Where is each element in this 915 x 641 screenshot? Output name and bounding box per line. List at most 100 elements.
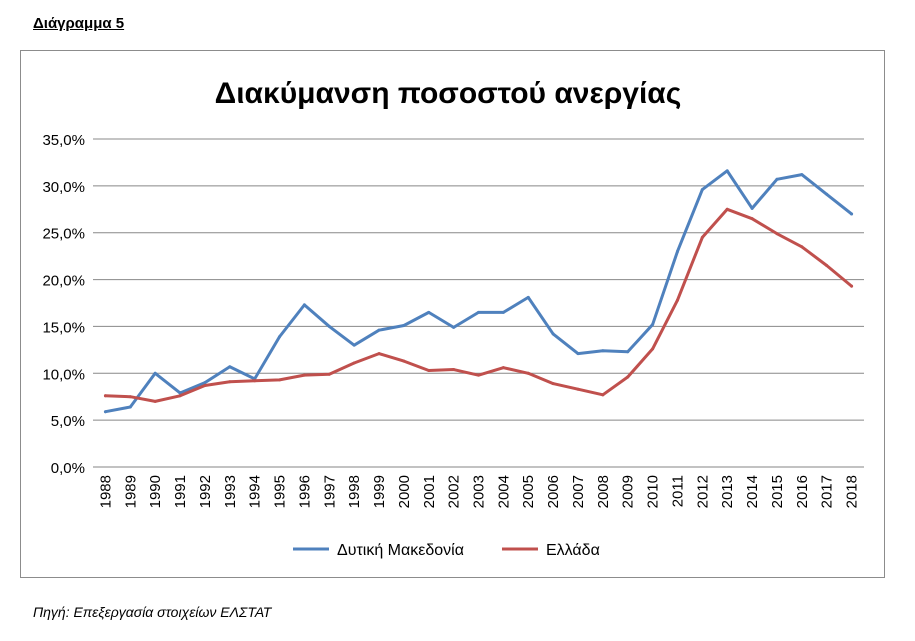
data-point [675, 298, 679, 302]
gridlines [93, 138, 864, 468]
data-point [850, 284, 854, 288]
x-tick-label: 2011 [669, 475, 686, 507]
data-point [253, 379, 257, 383]
data-point [477, 310, 480, 314]
x-tick-label: 1991 [172, 475, 189, 508]
data-point [327, 324, 331, 328]
data-point [850, 212, 854, 216]
x-tick-label: 1997 [321, 475, 338, 508]
data-point [203, 381, 207, 385]
data-point [825, 192, 829, 196]
x-tick-label: 1999 [371, 475, 388, 508]
x-tick-label: 2009 [620, 475, 637, 508]
data-point [725, 169, 729, 173]
x-tick-label: 1996 [296, 475, 313, 508]
data-point [128, 405, 132, 409]
y-tick-label: 15,0% [42, 319, 85, 336]
x-tick-label: 2008 [595, 475, 612, 508]
x-tick-label: 1998 [346, 475, 363, 508]
x-axis-tick-labels: 1988 1989 1990 1991 1992 1993 1994 1995 1996 1997… [97, 475, 860, 508]
data-point [327, 372, 331, 376]
data-point [551, 382, 555, 386]
y-tick-label: 25,0% [42, 226, 85, 243]
x-tick-label: 2015 [769, 475, 786, 508]
x-tick-label: 1992 [197, 475, 214, 508]
legend-label: Ελλάδα [546, 542, 600, 559]
chart-container: Διακύμανση ποσοστού ανεργίας 0,0% 5,0% 10,… [20, 50, 885, 578]
data-point [775, 177, 779, 181]
data-point [700, 188, 704, 192]
chart-title: Διακύμανση ποσοστού ανεργίας [215, 77, 682, 110]
data-point [103, 394, 107, 398]
x-tick-label: 2016 [794, 475, 811, 508]
data-point [576, 387, 580, 391]
data-point [501, 366, 505, 370]
x-tick-label: 2013 [719, 475, 736, 508]
legend-label: Δυτική Μακεδονία [337, 542, 464, 559]
x-tick-label: 2012 [694, 475, 711, 508]
figure-heading: Διάγραμμα 5 [33, 15, 125, 32]
y-tick-label: 5,0% [51, 413, 85, 430]
y-axis-tick-labels: 0,0% 5,0% 10,0% 15,0% 20,0% 25,0% 30,0% 35,0% [42, 132, 85, 477]
data-point [700, 235, 704, 239]
source-note: Πηγή: Επεξεργασία στοιχείων ΕΛΣΤΑΤ [33, 604, 272, 620]
data-point [278, 335, 282, 339]
data-point [427, 368, 431, 372]
data-point [551, 332, 555, 336]
y-tick-label: 30,0% [42, 179, 85, 196]
x-tick-label: 1990 [147, 475, 164, 508]
data-point [800, 173, 804, 177]
y-tick-label: 0,0% [51, 460, 85, 477]
data-point [750, 206, 754, 210]
data-point [203, 383, 207, 387]
x-tick-label: 2002 [446, 475, 463, 508]
data-point [352, 361, 356, 365]
legend: Δυτική Μακεδονία Ελλάδα [293, 542, 600, 559]
data-point [601, 393, 605, 397]
unemployment-line-chart: Διακύμανση ποσοστού ανεργίας 0,0% 5,0% 10,… [42, 77, 864, 559]
data-point [228, 380, 232, 384]
data-point [402, 323, 406, 327]
y-tick-label: 35,0% [42, 132, 85, 149]
x-tick-label: 2006 [545, 475, 562, 508]
data-point [651, 323, 655, 327]
data-point [377, 352, 381, 356]
data-point [278, 378, 282, 382]
data-point [526, 295, 530, 299]
x-tick-label: 2004 [495, 475, 512, 508]
data-point [775, 232, 779, 236]
x-tick-label: 1994 [247, 475, 264, 508]
data-point [675, 249, 679, 253]
data-point [427, 310, 431, 314]
data-point [725, 207, 729, 211]
data-point [800, 245, 804, 249]
x-tick-label: 2001 [421, 475, 438, 508]
x-tick-label: 1995 [272, 475, 289, 508]
y-tick-label: 20,0% [42, 273, 85, 290]
data-point [178, 391, 182, 395]
x-tick-label: 2005 [520, 475, 537, 508]
data-point [626, 350, 630, 354]
x-tick-label: 1989 [122, 475, 139, 508]
x-tick-label: 2007 [570, 475, 587, 508]
x-tick-label: 2010 [645, 475, 662, 508]
data-point [452, 368, 456, 372]
data-point [501, 310, 505, 314]
data-point [576, 352, 580, 356]
data-point [377, 328, 381, 332]
x-tick-label: 2000 [396, 475, 413, 508]
data-point [651, 347, 655, 351]
data-point [302, 303, 306, 307]
series-line-ελλάδα [103, 207, 854, 403]
x-tick-label: 2014 [744, 475, 761, 508]
x-tick-label: 1988 [97, 475, 114, 508]
data-point [750, 217, 754, 221]
x-tick-label: 2003 [471, 475, 488, 508]
data-point [128, 395, 132, 399]
data-point [103, 410, 107, 414]
y-tick-label: 10,0% [42, 366, 85, 383]
x-tick-label: 2017 [819, 475, 836, 508]
data-point [402, 359, 406, 363]
data-point [825, 264, 829, 268]
data-point [526, 371, 530, 375]
